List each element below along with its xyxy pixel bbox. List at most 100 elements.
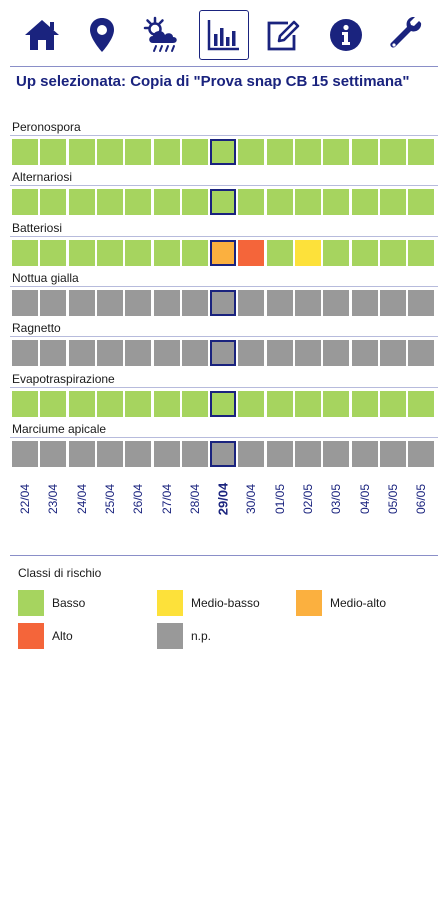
risk-cell[interactable] (295, 390, 321, 417)
risk-cell[interactable] (181, 239, 208, 266)
risk-cell[interactable] (238, 289, 265, 316)
risk-cell[interactable] (238, 390, 265, 417)
risk-cell[interactable] (96, 139, 123, 165)
risk-cell[interactable] (351, 390, 378, 417)
risk-cell[interactable] (210, 139, 237, 165)
risk-cell[interactable] (238, 189, 265, 216)
risk-cell[interactable] (153, 440, 180, 467)
risk-cell[interactable] (125, 189, 152, 216)
risk-cell[interactable] (40, 189, 67, 216)
risk-cell[interactable] (68, 289, 95, 316)
risk-cell[interactable] (153, 340, 180, 367)
risk-cell[interactable] (238, 340, 265, 367)
location-button[interactable] (77, 10, 127, 60)
date-label[interactable]: 04/05 (357, 483, 372, 515)
risk-cell[interactable] (266, 189, 293, 216)
risk-cell[interactable] (210, 390, 237, 417)
risk-cell[interactable] (40, 139, 67, 165)
risk-cell[interactable] (181, 390, 208, 417)
risk-cell[interactable] (295, 440, 321, 467)
risk-cell[interactable] (181, 189, 208, 216)
home-button[interactable] (17, 10, 67, 60)
risk-cell[interactable] (210, 440, 237, 467)
risk-cell[interactable] (12, 289, 38, 316)
risk-cell[interactable] (210, 289, 237, 316)
risk-cell[interactable] (153, 390, 180, 417)
risk-cell[interactable] (153, 139, 180, 165)
risk-cell[interactable] (96, 390, 123, 417)
risk-cell[interactable] (379, 239, 406, 266)
risk-cell[interactable] (125, 289, 152, 316)
risk-cell[interactable] (40, 390, 67, 417)
risk-cell[interactable] (238, 440, 265, 467)
risk-cell[interactable] (408, 390, 435, 417)
risk-cell[interactable] (210, 340, 237, 367)
risk-cell[interactable] (238, 139, 265, 165)
risk-cell[interactable] (408, 139, 435, 165)
risk-cell[interactable] (12, 340, 38, 367)
risk-cell[interactable] (408, 340, 435, 367)
risk-cell[interactable] (68, 239, 95, 266)
date-label[interactable]: 05/05 (385, 483, 400, 515)
risk-cell[interactable] (408, 440, 435, 467)
date-label[interactable]: 01/05 (272, 483, 287, 515)
risk-cell[interactable] (379, 139, 406, 165)
risk-cell[interactable] (323, 239, 350, 266)
risk-cell[interactable] (351, 239, 378, 266)
date-label[interactable]: 02/05 (301, 483, 315, 515)
risk-cell[interactable] (68, 139, 95, 165)
risk-cell[interactable] (408, 239, 435, 266)
risk-cell[interactable] (210, 189, 237, 216)
risk-cell[interactable] (323, 340, 350, 367)
risk-cell[interactable] (181, 289, 208, 316)
date-label[interactable]: 22/04 (18, 483, 32, 515)
risk-cell[interactable] (295, 139, 321, 165)
risk-cell[interactable] (125, 340, 152, 367)
risk-cell[interactable] (238, 239, 265, 266)
risk-cell[interactable] (351, 189, 378, 216)
risk-cell[interactable] (323, 189, 350, 216)
risk-cell[interactable] (153, 189, 180, 216)
risk-cell[interactable] (266, 139, 293, 165)
risk-cell[interactable] (266, 390, 293, 417)
risk-cell[interactable] (125, 239, 152, 266)
risk-cell[interactable] (40, 289, 67, 316)
risk-cell[interactable] (68, 340, 95, 367)
risk-cell[interactable] (96, 440, 123, 467)
date-label[interactable]: 28/04 (187, 483, 202, 515)
risk-cell[interactable] (125, 390, 152, 417)
risk-cell[interactable] (323, 390, 350, 417)
risk-cell[interactable] (379, 440, 406, 467)
edit-button[interactable] (258, 10, 308, 60)
risk-cell[interactable] (181, 340, 208, 367)
risk-cell[interactable] (181, 139, 208, 165)
risk-cell[interactable] (266, 340, 293, 367)
risk-cell[interactable] (12, 440, 38, 467)
risk-cell[interactable] (351, 440, 378, 467)
risk-cell[interactable] (125, 139, 152, 165)
risk-cell[interactable] (351, 289, 378, 316)
risk-cell[interactable] (40, 440, 67, 467)
risk-cell[interactable] (379, 289, 406, 316)
risk-cell[interactable] (96, 340, 123, 367)
risk-chart-button[interactable] (199, 10, 249, 60)
risk-cell[interactable] (295, 189, 321, 216)
risk-cell[interactable] (68, 440, 95, 467)
risk-cell[interactable] (181, 440, 208, 467)
risk-cell[interactable] (96, 239, 123, 266)
risk-cell[interactable] (295, 239, 321, 266)
risk-cell[interactable] (125, 440, 152, 467)
date-label[interactable]: 29/04 (215, 482, 231, 516)
risk-cell[interactable] (266, 289, 293, 316)
settings-button[interactable] (381, 10, 431, 60)
risk-cell[interactable] (12, 189, 38, 216)
risk-cell[interactable] (96, 189, 123, 216)
date-label[interactable]: 30/04 (244, 483, 259, 515)
risk-cell[interactable] (323, 139, 350, 165)
risk-cell[interactable] (351, 139, 378, 165)
risk-cell[interactable] (40, 239, 67, 266)
risk-cell[interactable] (12, 139, 38, 165)
risk-cell[interactable] (379, 390, 406, 417)
risk-cell[interactable] (351, 340, 378, 367)
risk-cell[interactable] (323, 289, 350, 316)
